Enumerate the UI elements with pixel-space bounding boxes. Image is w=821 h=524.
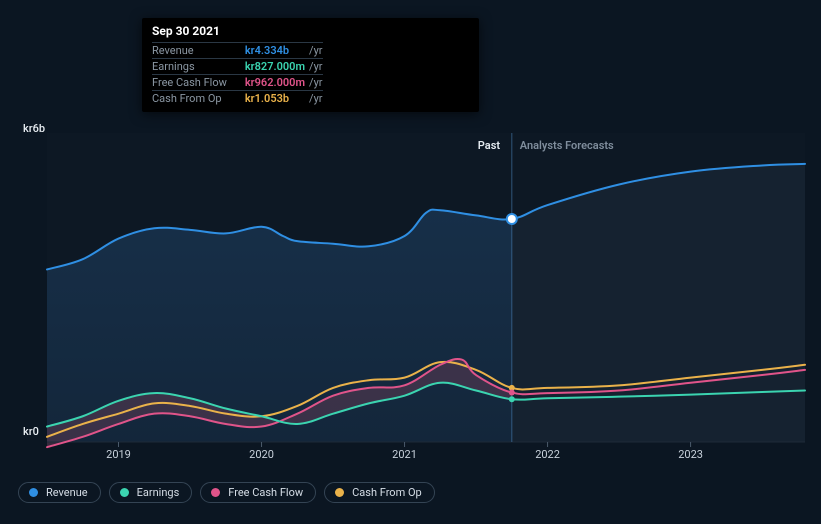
legend-item-free_cash_flow[interactable]: Free Cash Flow [200, 482, 316, 503]
legend-item-revenue[interactable]: Revenue [18, 482, 101, 503]
tooltip-date: Sep 30 2021 [152, 24, 469, 38]
y-min-label: kr0 [23, 425, 39, 438]
y-max-label: kr6b [23, 122, 45, 135]
tooltip-metric-value: kr962.000m [245, 75, 309, 91]
legend-dot-icon [335, 488, 344, 497]
tooltip-metric-label: Free Cash Flow [152, 75, 245, 91]
legend-item-cash_from_op[interactable]: Cash From Op [324, 482, 435, 503]
legend: Revenue Earnings Free Cash Flow Cash From O… [18, 482, 435, 503]
legend-label: Revenue [46, 486, 88, 499]
legend-dot-icon [120, 488, 129, 497]
tooltip-metric-unit: /yr [309, 75, 322, 91]
legend-item-earnings[interactable]: Earnings [109, 482, 193, 503]
x-tick-label: 2021 [392, 448, 417, 461]
tooltip-metric-value: kr4.334b [245, 43, 309, 59]
legend-dot-icon [211, 488, 220, 497]
x-tick-label: 2019 [106, 448, 131, 461]
marker-revenue [507, 214, 517, 224]
tooltip-metric-unit: /yr [309, 91, 322, 107]
legend-label: Free Cash Flow [228, 486, 303, 499]
chart-tooltip: Sep 30 2021 Revenuekr4.334b/yrEarningskr… [142, 18, 479, 112]
legend-dot-icon [29, 488, 38, 497]
phase-past-label: Past [478, 139, 500, 152]
tooltip-metric-unit: /yr [309, 43, 322, 59]
x-tick-label: 2022 [535, 448, 560, 461]
tooltip-metric-value: kr1.053b [245, 91, 309, 107]
phase-forecast-label: Analysts Forecasts [520, 139, 614, 152]
tooltip-metric-label: Earnings [152, 59, 245, 75]
tooltip-row: Free Cash Flowkr962.000m/yr [152, 75, 323, 91]
x-tick-label: 2020 [249, 448, 274, 461]
tooltip-metric-label: Revenue [152, 43, 245, 59]
tooltip-row: Cash From Opkr1.053b/yr [152, 91, 323, 107]
marker-earnings [509, 396, 515, 402]
tooltip-metric-unit: /yr [309, 59, 322, 75]
x-tick-label: 2023 [678, 448, 703, 461]
tooltip-row: Revenuekr4.334b/yr [152, 43, 323, 59]
marker-free_cash_flow [509, 390, 515, 396]
tooltip-metric-label: Cash From Op [152, 91, 245, 107]
tooltip-metric-value: kr827.000m [245, 59, 309, 75]
tooltip-row: Earningskr827.000m/yr [152, 59, 323, 75]
legend-label: Earnings [137, 486, 180, 499]
legend-label: Cash From Op [352, 486, 422, 499]
